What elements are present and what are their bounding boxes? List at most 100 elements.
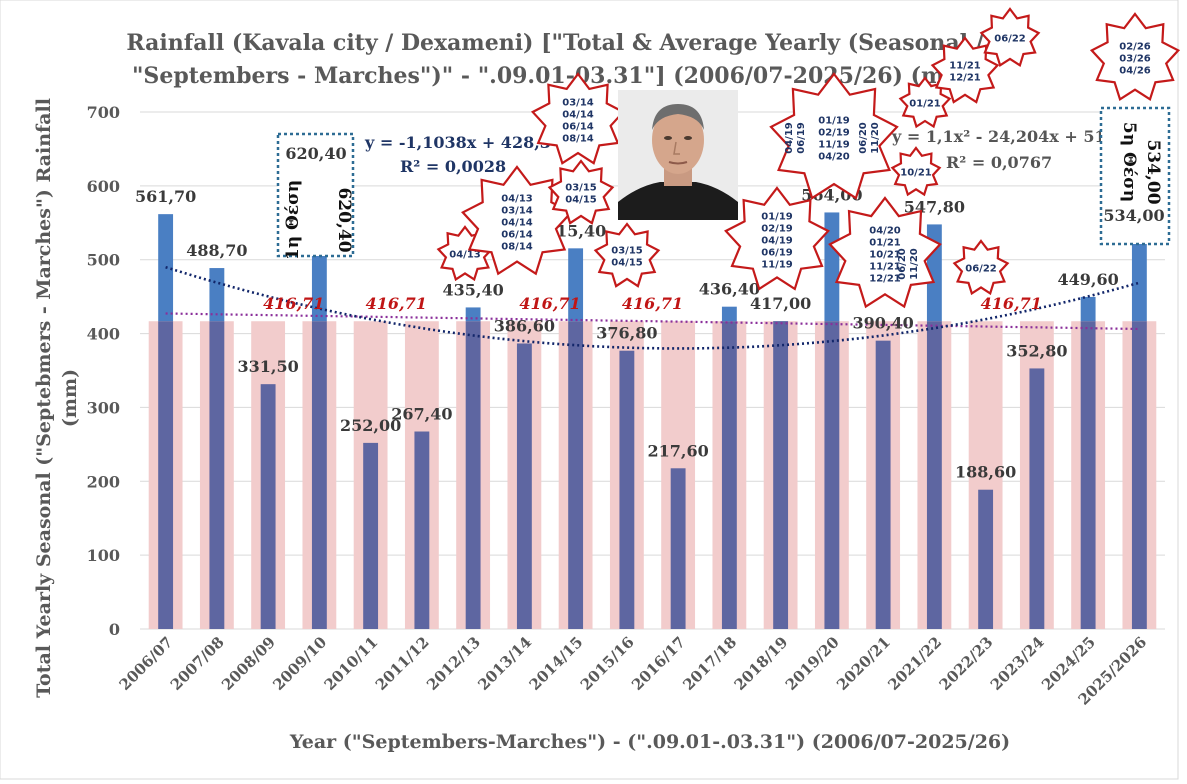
month-star-side-label: 11/20 [909,248,920,280]
month-star-label: 04/14 [501,218,533,229]
trendlines [165,265,1140,350]
month-star-shape [828,196,942,309]
total-bar [1029,368,1045,629]
bar-value-label: 386,60 [494,316,555,335]
total-bar [721,321,737,629]
bar-value-label: 252,00 [340,416,401,435]
bar-value-label: 376,80 [596,324,657,343]
month-star-shape [724,186,830,291]
month-star-label: 06/19 [761,248,793,259]
chart-title-line1: Rainfall (Kavala city / Dexameni) ["Tota… [126,30,984,56]
month-star-label: 03/15 [565,183,597,194]
average-bars [148,321,1157,629]
month-star-label: 04/19 [761,236,793,247]
average-value-label: 416,71 [366,294,427,313]
month-star-shape [547,159,615,225]
y-tick-label: 500 [87,251,120,270]
total-bar-upper [1080,296,1096,322]
portrait-photo [618,90,738,220]
total-bar [619,350,635,629]
average-labels: 416,71 416,71 416,71 416,71 416,71 [263,294,1042,313]
month-star-shape [898,76,952,129]
total-bar-upper [568,248,584,322]
month-star-label: 04/15 [565,195,597,206]
total-bar [773,321,789,629]
y-tick-label: 200 [87,472,120,491]
total-bar [414,431,430,629]
month-star-label: 04/20 [818,152,850,163]
month-star-label: 12/21 [949,73,981,84]
total-bar [978,489,994,629]
total-bar [465,321,481,629]
total-bar [311,321,327,629]
month-star-label: 01/21 [909,99,941,110]
total-bar [568,321,584,629]
bar-value-label: 217,60 [648,441,709,460]
month-star-label: 02/19 [761,224,793,235]
poly-trend-r2: R² = 0,0767 [946,153,1052,172]
average-value-label: 416,71 [519,294,580,313]
total-bars [158,170,1147,629]
rank-badge-border [276,132,355,258]
month-star: 06/22 [952,239,1010,296]
month-star-label: 03/14 [501,206,533,217]
x-axis-label: Year ("Septembers-Marches") - (".09.01-.… [289,731,1010,753]
bar-value-label: 561,70 [135,187,196,206]
linear-trendline [165,312,1140,331]
poly-trendline [165,265,1140,350]
y-axis-label-line1: Total Yearly Seasonal ("Septebmers - Mar… [33,98,55,698]
month-star-label: 12/21 [869,274,901,285]
total-bar-upper [1131,234,1147,322]
month-star-label: 08/14 [562,134,594,145]
month-star-label: 04/20 [869,226,901,237]
y-axis-ticks: 0 100 200 300 400 500 600 700 [87,103,120,639]
poly-trend-equation: y = 1,1x² - 24,204x + 513 [891,127,1117,146]
bar-value-label: 488,70 [186,241,247,260]
month-star-label: 11/19 [761,260,793,271]
chart-title-line2: "Septembers - Marches")" - ".09.01-03.31… [132,63,978,89]
total-bar [926,321,942,629]
month-star-label: 01/19 [818,116,850,127]
total-bar [875,340,891,629]
total-bar-upper [721,306,737,322]
total-bar-upper [824,212,840,322]
month-star-label: 11/21 [869,262,901,273]
y-tick-label: 400 [87,325,120,344]
rank-badge-rank: 1η Θέση [283,180,303,260]
bar-value-label: 515,40 [545,221,606,240]
month-star-label: 02/26 [1119,42,1151,53]
month-star-label: 06/22 [994,34,1026,45]
month-star-shape [1089,12,1181,101]
total-bar-upper [209,268,225,322]
total-bar [670,468,686,629]
bar-value-label: 390,40 [853,314,914,333]
month-star-label: 04/14 [562,110,594,121]
month-star: 06/22 [979,7,1041,68]
rank-badge-value-rotated: 620,40 [334,187,354,252]
total-bar [209,321,225,629]
total-bar [363,442,379,629]
month-star-label: 06/22 [965,264,997,275]
month-star-label: 02/19 [818,128,850,139]
month-star-label: 04/13 [501,194,533,205]
rank-badge-value: 620,40 [285,144,346,163]
month-star-shape [769,72,899,200]
total-bar [516,343,532,629]
y-tick-label: 700 [87,103,120,122]
month-star-shape [890,146,942,197]
bar-value-label: 449,60 [1058,270,1119,289]
month-star-label: 03/26 [1119,54,1151,65]
month-star-label: 10/21 [869,250,901,261]
rank-badge-value-rotated: 534,00 [1143,139,1163,204]
